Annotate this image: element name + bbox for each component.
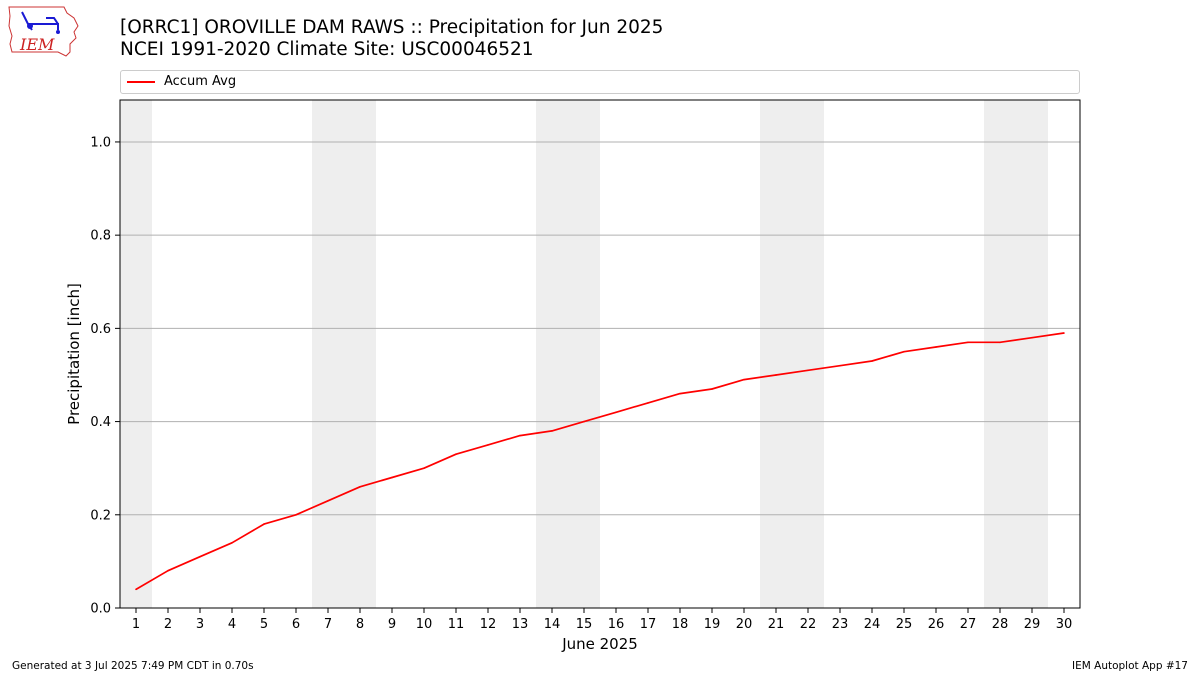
footer-generated: Generated at 3 Jul 2025 7:49 PM CDT in 0… bbox=[12, 660, 254, 672]
data-point bbox=[967, 341, 969, 344]
x-tick-label: 10 bbox=[416, 617, 433, 632]
y-axis: 0.0 0.2 0.4 0.6 0.8 1.0 bbox=[90, 135, 120, 617]
x-tick-label: 22 bbox=[800, 617, 817, 632]
x-tick-label: 19 bbox=[704, 617, 721, 632]
data-point bbox=[1063, 332, 1065, 334]
x-tick-label: 16 bbox=[608, 617, 625, 632]
series-line-accum-avg bbox=[135, 332, 1065, 591]
weekend-band-4 bbox=[984, 100, 1048, 608]
data-point bbox=[679, 392, 681, 395]
legend-line-swatch bbox=[127, 81, 155, 83]
iem-logo: IEM bbox=[6, 4, 82, 64]
data-point bbox=[167, 569, 169, 572]
data-point bbox=[775, 374, 777, 376]
data-point bbox=[359, 486, 361, 488]
x-tick-label: 29 bbox=[1024, 617, 1041, 632]
x-tick-label: 23 bbox=[832, 617, 849, 632]
data-point bbox=[295, 513, 297, 516]
footer-app: IEM Autoplot App #17 bbox=[1072, 660, 1188, 672]
x-tick-label: 12 bbox=[480, 617, 497, 632]
weekend-band-1 bbox=[312, 100, 376, 608]
plot-frame bbox=[119, 99, 1081, 609]
legend: Accum Avg bbox=[120, 70, 1080, 94]
data-point bbox=[807, 369, 809, 372]
x-tick-label: 24 bbox=[864, 617, 881, 632]
x-tick-label: 27 bbox=[960, 617, 977, 632]
data-point bbox=[711, 388, 713, 390]
weekend-band-2 bbox=[536, 100, 600, 608]
y-axis-label: Precipitation [inch] bbox=[65, 283, 83, 425]
x-tick-label: 25 bbox=[896, 617, 913, 632]
y-tick-label: 0.4 bbox=[90, 415, 111, 430]
x-tick-label: 14 bbox=[544, 617, 561, 632]
data-point bbox=[615, 411, 617, 414]
legend-label: Accum Avg bbox=[164, 74, 237, 89]
y-tick-label: 0.8 bbox=[90, 229, 111, 244]
x-tick-label: 20 bbox=[736, 617, 753, 632]
data-point bbox=[583, 420, 585, 423]
x-tick-label: 3 bbox=[196, 617, 204, 632]
x-tick-label: 17 bbox=[640, 617, 657, 632]
chart-title: [ORRC1] OROVILLE DAM RAWS :: Precipitati… bbox=[120, 17, 664, 38]
data-point bbox=[327, 500, 329, 502]
iem-logo-icon: IEM bbox=[8, 6, 79, 57]
weekend-band-0 bbox=[120, 100, 152, 608]
x-tick-label: 4 bbox=[228, 617, 236, 632]
x-tick-label: 5 bbox=[260, 617, 268, 632]
y-tick-label: 1.0 bbox=[90, 135, 111, 150]
x-tick-label: 11 bbox=[448, 617, 465, 632]
data-point bbox=[999, 341, 1001, 344]
weekend-band-3 bbox=[760, 100, 824, 608]
data-point bbox=[519, 434, 521, 437]
data-point bbox=[551, 430, 553, 432]
x-tick-label: 2 bbox=[164, 617, 172, 632]
svg-text:IEM: IEM bbox=[19, 35, 55, 54]
x-tick-label: 30 bbox=[1056, 617, 1073, 632]
grid-lines bbox=[120, 141, 1080, 516]
data-point bbox=[135, 588, 137, 591]
data-point bbox=[231, 541, 233, 544]
data-point bbox=[455, 453, 457, 456]
weekend-shading bbox=[120, 100, 1048, 608]
data-point bbox=[487, 444, 489, 446]
y-tick-label: 0.2 bbox=[90, 508, 111, 523]
x-axis-label: June 2025 bbox=[561, 635, 638, 653]
data-point bbox=[423, 467, 425, 469]
x-tick-label: 1 bbox=[132, 617, 140, 632]
chart-subtitle: NCEI 1991-2020 Climate Site: USC00046521 bbox=[120, 39, 534, 60]
data-point bbox=[903, 350, 905, 353]
x-tick-label: 21 bbox=[768, 617, 785, 632]
y-tick-label: 0.0 bbox=[90, 602, 111, 617]
x-tick-label: 9 bbox=[388, 617, 396, 632]
x-tick-label: 28 bbox=[992, 617, 1009, 632]
x-tick-label: 26 bbox=[928, 617, 945, 632]
data-point bbox=[199, 555, 201, 558]
series-layer bbox=[135, 332, 1065, 591]
data-point bbox=[263, 523, 265, 525]
data-point bbox=[935, 346, 937, 348]
x-tick-label: 7 bbox=[324, 617, 332, 632]
x-tick-label: 15 bbox=[576, 617, 593, 632]
y-tick-label: 0.6 bbox=[90, 322, 111, 337]
data-point bbox=[839, 364, 841, 367]
x-axis: 1 2 3 4 5 6 7 8 9 10 11 12 13 14 15 16 17 18 19 20 21 22 23 24 2… bbox=[132, 608, 1072, 632]
data-point bbox=[871, 360, 873, 362]
x-tick-label: 13 bbox=[512, 617, 529, 632]
x-tick-label: 8 bbox=[356, 617, 364, 632]
data-point bbox=[743, 378, 745, 381]
x-tick-label: 6 bbox=[292, 617, 300, 632]
data-point bbox=[647, 402, 649, 404]
data-point bbox=[1031, 336, 1033, 339]
data-point bbox=[391, 476, 393, 479]
x-tick-label: 18 bbox=[672, 617, 689, 632]
